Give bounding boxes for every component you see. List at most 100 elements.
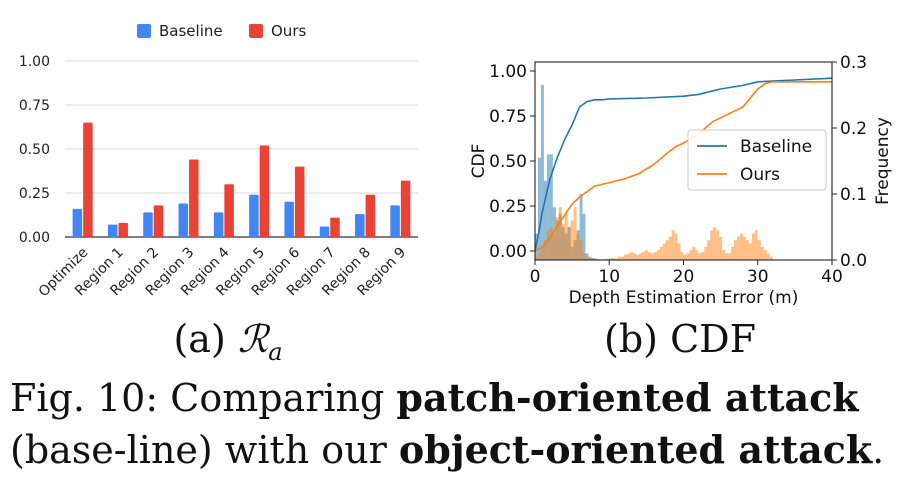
b-hist-bar-baseline <box>546 154 550 260</box>
b-hist-bar-ours <box>692 246 696 260</box>
b-legend-label: Ours <box>740 165 780 185</box>
a-bar-ours <box>83 122 93 237</box>
b-hist-bar-ours <box>665 240 669 260</box>
b-hist-bar-ours <box>689 250 693 260</box>
b-hist-bar-ours <box>546 230 550 260</box>
b-hist-bar-ours <box>537 253 541 260</box>
b-hist-bar-ours <box>716 230 720 260</box>
b-hist-bar-ours <box>579 240 583 260</box>
b-hist-bar-ours <box>635 254 639 260</box>
a-ytick-label: 0.50 <box>19 142 50 158</box>
b-hist-bar-ours <box>745 240 749 260</box>
b-hist-bar-ours <box>573 207 577 260</box>
b-hist-bar-ours <box>591 258 595 260</box>
b-hist-bar-ours <box>615 258 619 260</box>
b-hist-bar-ours <box>535 256 538 260</box>
subcaption-a: (a) ℛa <box>173 317 282 366</box>
b-xtick-label: 0 <box>530 267 541 287</box>
b-hist-bar-ours <box>733 240 737 260</box>
a-bar-ours <box>294 166 305 237</box>
b-xtick-label: 10 <box>598 267 620 287</box>
a-ytick-label: 0.00 <box>19 230 50 246</box>
a-bar-ours <box>365 194 376 237</box>
b-hist-bar-ours <box>766 253 770 260</box>
b-hist-bar-baseline <box>540 85 544 260</box>
a-bar-baseline <box>249 194 259 237</box>
b-hist-bar-ours <box>668 236 672 260</box>
b-hist-bar-ours <box>677 243 681 260</box>
b-hist-bar-ours <box>612 258 616 260</box>
b-ytick-label: 0.00 <box>489 242 527 262</box>
b-hist-bar-ours <box>751 233 755 260</box>
b-hist-bar-ours <box>659 246 663 260</box>
b-hist-bar-ours <box>742 236 746 260</box>
a-bar-baseline <box>107 224 118 237</box>
b-y2tick-label: 0.2 <box>840 119 867 139</box>
figure-caption: Fig. 10: Comparing patch-oriented attack… <box>10 372 910 476</box>
a-bar-baseline <box>355 214 365 237</box>
a-bar-baseline <box>213 212 224 237</box>
b-hist-bar-ours <box>630 252 634 260</box>
b-hist-bar-ours <box>564 213 568 260</box>
b-ytick-label: 0.75 <box>489 107 527 127</box>
b-hist-bar-ours <box>558 207 562 260</box>
b-y2label: Frequency <box>873 117 893 205</box>
b-hist-bar-ours <box>624 254 628 260</box>
b-hist-bar-ours <box>570 220 574 260</box>
b-y2tick-label: 0.3 <box>840 53 867 73</box>
b-legend-label: Baseline <box>740 137 812 157</box>
b-hist-bar-baseline <box>579 194 583 260</box>
b-hist-bar-ours <box>713 227 717 260</box>
caption-bold-object: object-oriented attack <box>398 427 873 472</box>
b-hist-bar-ours <box>576 233 580 260</box>
b-hist-bar-ours <box>701 252 705 260</box>
b-hist-bar-ours <box>656 250 660 260</box>
b-hist-bar-ours <box>769 256 773 260</box>
b-hist-bar-baseline <box>543 180 547 260</box>
b-hist-bar-ours <box>725 253 729 260</box>
a-legend-swatch-baseline <box>137 24 151 38</box>
b-hist-bar-ours <box>722 250 726 260</box>
b-hist-bar-ours <box>585 256 589 260</box>
b-xlabel: Depth Estimation Error (m) <box>569 288 799 308</box>
b-hist-bar-ours <box>698 253 702 260</box>
b-hist-bar-ours <box>653 252 657 260</box>
a-bar-ours <box>224 184 234 237</box>
b-hist-bar-ours <box>641 252 645 260</box>
b-hist-bar-baseline <box>582 213 586 260</box>
b-hist-bar-baseline <box>549 154 553 260</box>
b-hist-bar-ours <box>549 227 553 260</box>
b-hist-bar-ours <box>650 253 654 260</box>
b-hist-bar-baseline <box>537 157 541 260</box>
a-ytick-label: 1.00 <box>19 54 50 70</box>
b-hist-bar-ours <box>707 240 711 260</box>
a-bar-ours <box>189 159 199 237</box>
a-bar-ours <box>330 217 340 237</box>
b-hist-bar-ours <box>638 253 642 260</box>
b-hist-bar-ours <box>674 233 678 260</box>
b-legend-box <box>687 129 827 191</box>
a-bar-ours <box>400 180 411 237</box>
b-hist-bar-ours <box>728 253 732 260</box>
b-hist-bar-ours <box>662 243 666 260</box>
chart-b-cdf: 0 10 20 30 40 0.00 0.25 0.50 0.75 1.00 0.0 0.1 0.2 0.… <box>469 53 893 308</box>
a-legend-label: Baseline <box>159 22 223 40</box>
caption-bold-patch: patch-oriented attack <box>396 375 859 420</box>
b-hist-bar-ours <box>582 253 586 260</box>
b-hist-bar-ours <box>543 240 547 260</box>
a-bar-baseline <box>178 203 189 237</box>
caption-mid: (base-line) with our <box>10 428 399 472</box>
caption-end: . <box>872 428 885 472</box>
a-legend-swatch-ours <box>249 24 263 38</box>
b-hist-bar-ours <box>695 250 699 260</box>
b-hist-bar-ours <box>731 246 734 260</box>
a-bar-ours <box>118 222 128 237</box>
b-hist-bar-ours <box>719 236 723 260</box>
b-hist-bar-ours <box>704 246 708 260</box>
b-hist-bar-ours <box>736 236 740 260</box>
b-hist-bar-ours <box>621 256 625 260</box>
a-bar-ours <box>153 205 164 237</box>
b-hist-bar-ours <box>540 246 544 260</box>
b-hist-bar-ours <box>683 254 687 260</box>
b-hist-bar-ours <box>609 258 613 260</box>
